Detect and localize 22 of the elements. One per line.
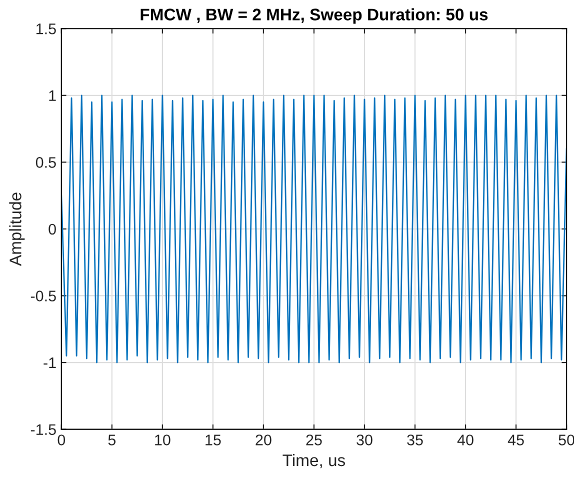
x-tick-label: 5 [108,434,116,446]
y-tick-label: 1 [49,90,56,101]
x-tick-label: 50 [558,434,574,446]
x-axis-title: Time, us [282,454,346,468]
x-tick-label: 35 [407,434,423,446]
y-tick-label: 1.5 [36,24,56,34]
x-tick-label: 20 [256,434,272,446]
y-axis-title: Amplitude [9,192,25,266]
x-tick-label: 15 [206,434,221,446]
y-tick-label: -1.5 [30,424,56,435]
y-tick-label: -0.5 [30,290,56,302]
chart-title: FMCW , BW = 2 MHz, Sweep Duration: 50 us [140,8,488,24]
x-tick-label: 30 [356,434,372,446]
y-tick-label: 0 [48,224,56,235]
x-tick-label: 40 [457,434,474,446]
x-tick-label: 10 [155,434,170,446]
x-tick-label: 0 [58,434,66,446]
x-tick-label: 25 [306,434,322,446]
line-series [61,94,567,364]
x-tick-label: 45 [508,434,524,446]
y-tick-label: -1 [44,358,56,368]
y-tick-label: 0.5 [36,157,56,168]
